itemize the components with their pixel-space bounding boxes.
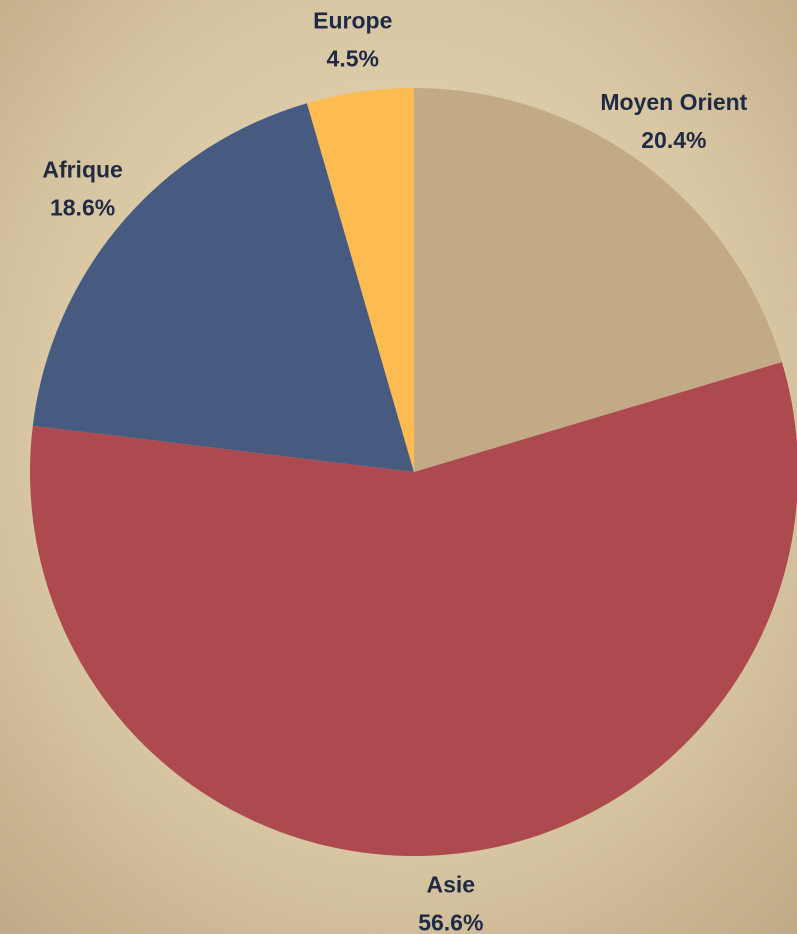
slice-label: Asie bbox=[427, 872, 476, 898]
value-label: 20.4% bbox=[641, 127, 706, 153]
value-label: 18.6% bbox=[50, 194, 115, 220]
pie bbox=[30, 88, 797, 856]
slice-label: Afrique bbox=[42, 156, 123, 182]
chart: Moyen Orient 20.4% Asie 56.6% Afrique 18.6% Eu… bbox=[0, 0, 797, 934]
page: Moyen Orient 20.4% Asie 56.6% Afrique 18.6% Eu… bbox=[0, 0, 797, 934]
slice-label: Moyen Orient bbox=[600, 89, 747, 115]
value-label: 4.5% bbox=[327, 45, 379, 71]
slice-label: Europe bbox=[313, 7, 392, 33]
value-label: 56.6% bbox=[418, 910, 483, 934]
